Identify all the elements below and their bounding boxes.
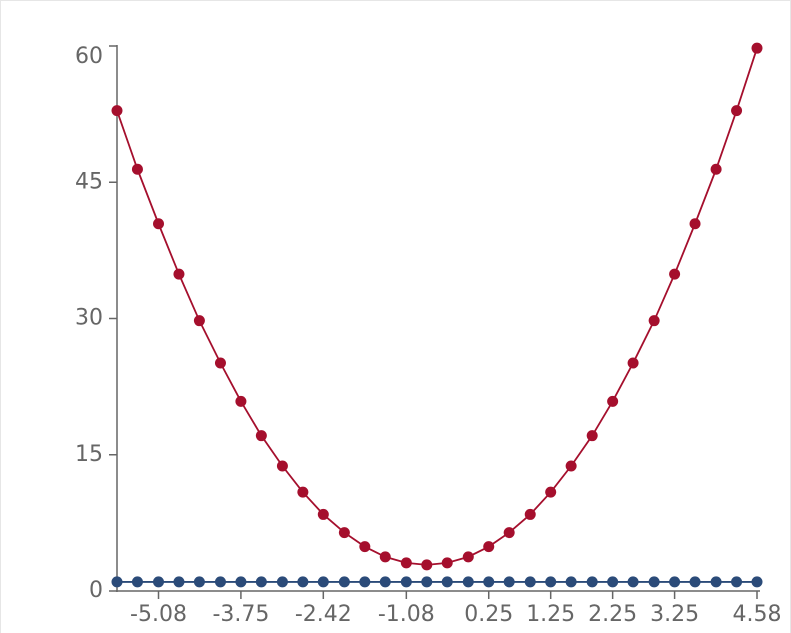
y-tick-label: 60 — [75, 44, 103, 69]
data-point — [689, 218, 701, 230]
data-point — [359, 576, 371, 588]
data-point — [545, 486, 557, 498]
data-point — [462, 551, 474, 563]
series-line — [116, 47, 758, 566]
x-tick-label: 2.25 — [588, 602, 637, 627]
data-point — [338, 576, 350, 588]
data-point — [193, 576, 205, 588]
x-tick-label: 3.25 — [650, 602, 699, 627]
data-point — [400, 557, 412, 569]
data-point — [586, 576, 598, 588]
x-tick-label: 1.25 — [526, 602, 575, 627]
data-point — [131, 576, 143, 588]
data-point — [751, 42, 763, 54]
data-point — [379, 551, 391, 563]
data-point — [689, 576, 701, 588]
data-point — [173, 268, 185, 280]
data-point — [214, 357, 226, 369]
data-point — [731, 105, 743, 117]
x-tick-label: -2.42 — [295, 602, 352, 627]
data-point — [627, 357, 639, 369]
data-point — [710, 163, 722, 175]
x-tick-label: 4.58 — [733, 602, 782, 627]
data-point — [255, 430, 267, 442]
data-point — [607, 395, 619, 407]
data-point — [193, 315, 205, 327]
data-point — [648, 315, 660, 327]
data-point — [565, 460, 577, 472]
x-tick-label: -5.08 — [130, 602, 187, 627]
data-point — [153, 576, 165, 588]
data-point — [710, 576, 722, 588]
data-point — [607, 576, 619, 588]
data-point — [462, 576, 474, 588]
data-point — [503, 576, 515, 588]
data-point — [565, 576, 577, 588]
y-tick-label: 45 — [75, 169, 103, 194]
data-point — [751, 576, 763, 588]
data-point — [524, 508, 536, 520]
data-point — [483, 541, 495, 553]
y-tick-label: 15 — [75, 442, 103, 467]
data-point — [131, 163, 143, 175]
data-point — [359, 541, 371, 553]
y-tick-label: 30 — [75, 306, 103, 331]
data-point — [297, 576, 309, 588]
data-point — [235, 576, 247, 588]
data-point — [153, 218, 165, 230]
x-tick-label: -3.75 — [212, 602, 269, 627]
data-point — [173, 576, 185, 588]
data-point — [441, 576, 453, 588]
data-point — [421, 576, 433, 588]
data-point — [669, 268, 681, 280]
y-tick-label: 0 — [89, 578, 103, 603]
data-point — [276, 576, 288, 588]
data-point — [317, 576, 329, 588]
data-point — [421, 559, 433, 571]
data-point — [545, 576, 557, 588]
data-point — [524, 576, 536, 588]
data-point — [400, 576, 412, 588]
data-point — [276, 460, 288, 472]
x-tick-label: -1.08 — [378, 602, 435, 627]
data-point — [111, 576, 123, 588]
data-point — [731, 576, 743, 588]
data-point — [627, 576, 639, 588]
data-point — [255, 576, 267, 588]
data-point — [503, 527, 515, 539]
data-point — [235, 395, 247, 407]
x-tick-label: 0.25 — [464, 602, 513, 627]
data-point — [441, 557, 453, 569]
data-point — [214, 576, 226, 588]
data-point — [317, 508, 329, 520]
data-point — [111, 105, 123, 117]
data-point — [338, 527, 350, 539]
data-point — [483, 576, 495, 588]
data-point — [669, 576, 681, 588]
data-point — [297, 486, 309, 498]
data-point — [648, 576, 660, 588]
data-point — [586, 430, 598, 442]
data-point — [379, 576, 391, 588]
